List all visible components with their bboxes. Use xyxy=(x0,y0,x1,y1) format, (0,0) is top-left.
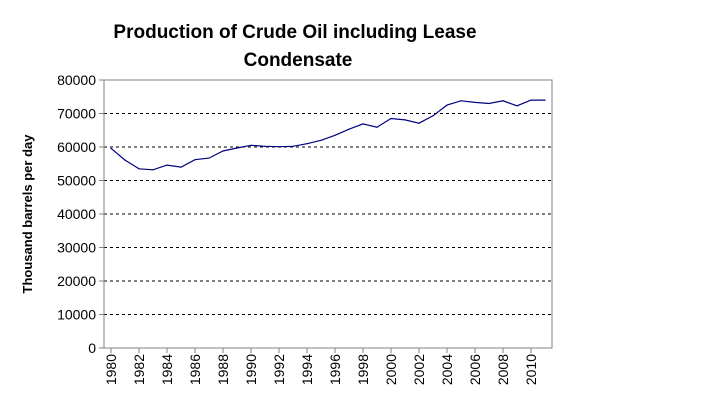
data-point xyxy=(194,159,196,161)
x-tick-label: 2008 xyxy=(495,354,511,385)
y-tick-label: 40000 xyxy=(57,206,96,222)
data-point xyxy=(362,123,364,125)
data-point xyxy=(390,117,392,120)
x-tick-label: 1986 xyxy=(187,354,203,385)
y-tick-label: 20000 xyxy=(57,273,96,289)
data-point xyxy=(488,102,490,105)
data-point xyxy=(152,169,154,171)
data-point xyxy=(432,115,434,117)
data-point xyxy=(446,104,448,106)
data-point xyxy=(180,166,182,168)
data-point xyxy=(264,145,266,147)
data-point xyxy=(418,122,420,124)
data-point xyxy=(138,168,140,170)
data-point xyxy=(334,134,336,136)
data-point xyxy=(166,164,168,166)
data-point xyxy=(320,139,322,141)
data-point xyxy=(292,145,294,147)
x-tick-label: 1996 xyxy=(327,354,343,385)
x-tick-label: 2000 xyxy=(383,354,399,385)
data-point xyxy=(474,101,476,104)
x-tick-label: 1992 xyxy=(271,354,287,385)
y-tick-label: 60000 xyxy=(57,139,96,155)
x-tick-label: 2006 xyxy=(467,354,483,385)
data-point xyxy=(278,146,280,148)
x-tick-label: 1984 xyxy=(159,354,175,385)
x-tick-label: 2004 xyxy=(439,354,455,385)
y-tick-label: 0 xyxy=(88,340,96,356)
chart-title-line-2: Condensate xyxy=(244,50,353,71)
data-point xyxy=(502,100,504,102)
chart-title-line-1: Production of Crude Oil including Lease xyxy=(113,22,476,43)
x-tick-label: 1994 xyxy=(299,354,315,385)
data-point xyxy=(530,99,532,101)
data-point xyxy=(516,105,518,107)
y-axis-ticks: 0 10000 20000 30000 40000 50000 60000 70000 8000… xyxy=(57,72,104,356)
y-tick-label: 80000 xyxy=(57,72,96,88)
data-point xyxy=(222,150,224,152)
gridlines xyxy=(104,79,552,315)
data-point xyxy=(208,157,210,159)
data-point xyxy=(110,147,112,149)
data-point xyxy=(460,100,462,102)
y-axis-label: Thousand barrels per day xyxy=(20,134,35,294)
x-tick-label: 1980 xyxy=(103,354,119,385)
x-tick-label: 1990 xyxy=(243,354,259,385)
y-tick-label: 10000 xyxy=(57,307,96,323)
x-tick-label: 1998 xyxy=(355,354,371,385)
series-line xyxy=(110,99,545,171)
data-point xyxy=(236,147,238,149)
y-tick-label: 30000 xyxy=(57,240,96,256)
data-point xyxy=(544,99,546,101)
data-point xyxy=(124,159,126,161)
x-tick-label: 2010 xyxy=(523,354,539,385)
data-points xyxy=(110,99,546,171)
x-tick-label: 1982 xyxy=(131,354,147,385)
x-tick-label: 1988 xyxy=(215,354,231,385)
data-point xyxy=(376,126,378,128)
y-tick-label: 70000 xyxy=(57,106,96,122)
data-point xyxy=(348,128,350,130)
data-point xyxy=(250,144,252,146)
data-point xyxy=(404,119,406,121)
x-axis-ticks: 1980 1982 1984 1986 1988 1990 1992 1994 1996 1998… xyxy=(103,348,539,385)
data-point xyxy=(306,143,308,145)
y-tick-label: 50000 xyxy=(57,173,96,189)
x-tick-label: 2002 xyxy=(411,354,427,385)
